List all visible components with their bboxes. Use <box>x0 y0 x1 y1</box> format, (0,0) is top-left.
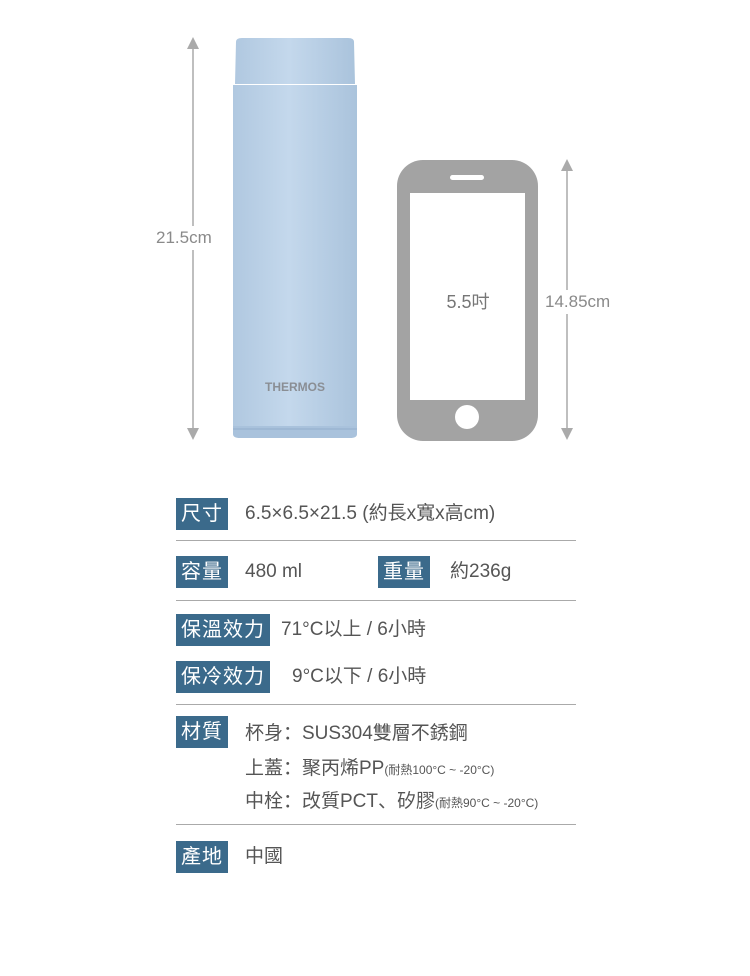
size-badge: 尺寸 <box>176 498 228 530</box>
origin-badge: 產地 <box>176 841 228 873</box>
phone-size-label: 5.5吋 <box>446 292 490 312</box>
heat-retention-value: 71°C以上 / 6小時 <box>281 619 426 640</box>
cold-retention-badge: 保冷效力 <box>176 661 270 693</box>
size-value: 6.5×6.5×21.5 (約長x寬x高cm) <box>245 503 496 524</box>
divider <box>176 540 576 541</box>
origin-value: 中國 <box>245 846 284 867</box>
material-line-body: 杯身：SUS304雙層不銹鋼 <box>245 723 468 744</box>
bottle-image: THERMOS <box>233 38 357 438</box>
divider <box>176 704 576 705</box>
phone-height-label: 14.85cm <box>545 290 611 314</box>
material-badge: 材質 <box>176 716 228 748</box>
capacity-badge: 容量 <box>176 556 228 588</box>
capacity-value: 480 ml <box>245 561 303 582</box>
weight-badge: 重量 <box>378 556 430 588</box>
material-line-stopper: 中栓：改質PCT、矽膠(耐熱90°C ~ -20°C) <box>245 791 539 812</box>
heat-retention-badge: 保溫效力 <box>176 614 270 646</box>
bottle-brand: THERMOS <box>265 380 325 394</box>
bottle-height-label: 21.5cm <box>156 226 212 250</box>
material-line-lid: 上蓋：聚丙烯PP(耐熱100°C ~ -20°C) <box>245 758 495 779</box>
phone-image <box>397 160 538 441</box>
cold-retention-value: 9°C以下 / 6小時 <box>292 666 427 687</box>
weight-value: 約236g <box>450 561 512 582</box>
divider <box>176 600 576 601</box>
divider <box>176 824 576 825</box>
